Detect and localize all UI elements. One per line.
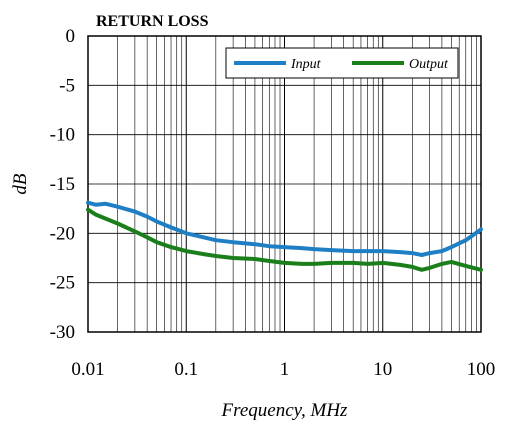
x-tick-label: 10 bbox=[373, 359, 392, 380]
y-tick-label: -10 bbox=[50, 125, 75, 146]
series-lines bbox=[86, 200, 483, 272]
x-tick-label: 0.01 bbox=[71, 359, 104, 380]
x-tick-label: 100 bbox=[467, 359, 496, 380]
y-axis-label: dB bbox=[10, 173, 31, 195]
y-tick-label: -5 bbox=[59, 75, 75, 96]
y-tick-label: -25 bbox=[50, 273, 75, 294]
legend-label-input: Input bbox=[290, 57, 322, 72]
plot-frame bbox=[87, 35, 482, 333]
y-tick-label: -15 bbox=[50, 174, 75, 195]
y-tick-label: -20 bbox=[50, 223, 75, 244]
y-tick-labels: 0 -5 -10 -15 -20 -25 -30 bbox=[50, 26, 75, 343]
series-line-output bbox=[86, 207, 483, 272]
x-tick-labels: 0.01 0.1 1 10 100 bbox=[71, 359, 495, 380]
x-tick-label: 1 bbox=[280, 359, 290, 380]
y-tick-label: 0 bbox=[66, 26, 76, 47]
y-tick-label: -30 bbox=[50, 322, 75, 343]
chart-title: RETURN LOSS bbox=[96, 13, 209, 30]
legend: Input Output bbox=[225, 47, 459, 79]
x-tick-label: 0.1 bbox=[174, 359, 198, 380]
x-axis-label: Frequency, MHz bbox=[221, 400, 349, 421]
legend-label-output: Output bbox=[409, 57, 449, 72]
grid bbox=[87, 35, 481, 333]
series-line-input bbox=[86, 200, 483, 257]
